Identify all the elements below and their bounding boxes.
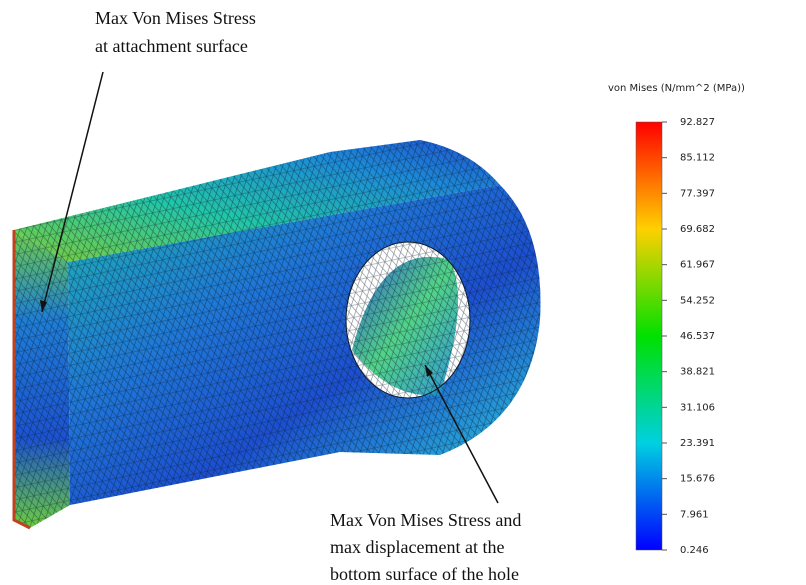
page: Max Von Mises Stress at attachment surfa… [0, 0, 806, 585]
annotation: Max Von Mises Stress [95, 8, 256, 28]
legend-label: 15.676 [680, 474, 715, 485]
legend-label: 69.682 [680, 224, 715, 235]
annotation: Max Von Mises Stress and [330, 510, 521, 530]
annotation: at attachment surface [95, 36, 248, 56]
legend-label: 31.106 [680, 402, 715, 413]
legend-label: 54.252 [680, 295, 715, 306]
annotation: bottom surface of the hole [330, 564, 519, 584]
legend-label: 7.961 [680, 509, 709, 520]
legend-label: 46.537 [680, 331, 715, 342]
legend-label: 92.827 [680, 117, 715, 128]
legend-label: 23.391 [680, 438, 715, 449]
color-bar [636, 122, 662, 550]
legend-label: 77.397 [680, 188, 715, 199]
fea-model [14, 140, 541, 528]
annotation: max displacement at the [330, 537, 504, 557]
legend-label: 61.967 [680, 260, 715, 271]
color-legend: von Mises (N/mm^2 (MPa)) 92.827 85.112 77.… [608, 83, 745, 556]
legend-label: 38.821 [680, 367, 715, 378]
legend-label: 0.246 [680, 545, 709, 556]
legend-label: 85.112 [680, 153, 715, 164]
legend-title: von Mises (N/mm^2 (MPa)) [608, 83, 745, 94]
